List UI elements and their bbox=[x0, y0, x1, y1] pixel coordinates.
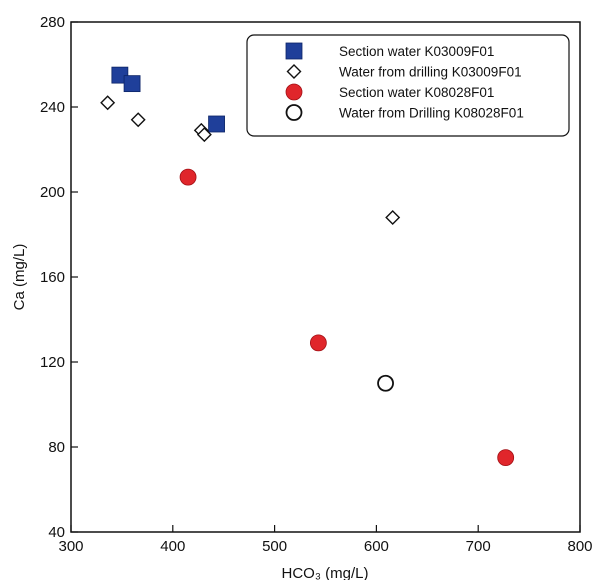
data-point bbox=[179, 168, 197, 186]
y-axis-label: Ca (mg/L) bbox=[11, 244, 28, 311]
x-tick-label: 300 bbox=[58, 538, 83, 555]
data-point bbox=[196, 127, 212, 143]
y-tick-label: 80 bbox=[48, 439, 65, 456]
series-group bbox=[179, 168, 515, 467]
data-point bbox=[309, 334, 327, 352]
legend-box bbox=[246, 34, 570, 137]
y-tick-label: 120 bbox=[40, 354, 65, 371]
series-group bbox=[377, 374, 394, 392]
data-point bbox=[130, 112, 146, 128]
legend-entry: Section water K08028F01 bbox=[339, 85, 494, 100]
x-axis-label: HCO₃ (mg/L) bbox=[282, 565, 369, 580]
legend: Section water K03009F01 Water from drilli… bbox=[246, 34, 570, 137]
y-tick-label: 280 bbox=[40, 14, 65, 31]
x-tick-label: 700 bbox=[466, 538, 491, 555]
legend-marker bbox=[285, 83, 303, 101]
data-point bbox=[123, 75, 141, 93]
axis-ticks: 300 400 500 600 700 800 40 80 120 160 200 240 280 bbox=[40, 14, 593, 555]
legend-marker bbox=[285, 104, 303, 121]
legend-entry: Water from drilling K03009F01 bbox=[339, 65, 522, 80]
series-group bbox=[100, 95, 401, 225]
data-point bbox=[497, 449, 515, 467]
legend-entry: Section water K03009F01 bbox=[339, 44, 494, 59]
y-tick-label: 160 bbox=[40, 269, 65, 286]
y-tick-label: 40 bbox=[48, 524, 65, 541]
data-point bbox=[100, 95, 116, 111]
y-tick-label: 200 bbox=[40, 184, 65, 201]
legend-marker bbox=[286, 64, 302, 79]
x-tick-label: 600 bbox=[364, 538, 389, 555]
legend-entry: Water from Drilling K08028F01 bbox=[339, 106, 524, 121]
legend-marker bbox=[285, 42, 303, 60]
x-tick-label: 500 bbox=[262, 538, 287, 555]
x-tick-label: 400 bbox=[160, 538, 185, 555]
data-point bbox=[385, 210, 401, 225]
data-point bbox=[377, 374, 394, 392]
series-group bbox=[111, 66, 225, 133]
y-tick-label: 240 bbox=[40, 99, 65, 116]
data-point bbox=[208, 115, 225, 133]
data-marks bbox=[100, 66, 515, 467]
x-tick-label: 800 bbox=[567, 538, 592, 555]
